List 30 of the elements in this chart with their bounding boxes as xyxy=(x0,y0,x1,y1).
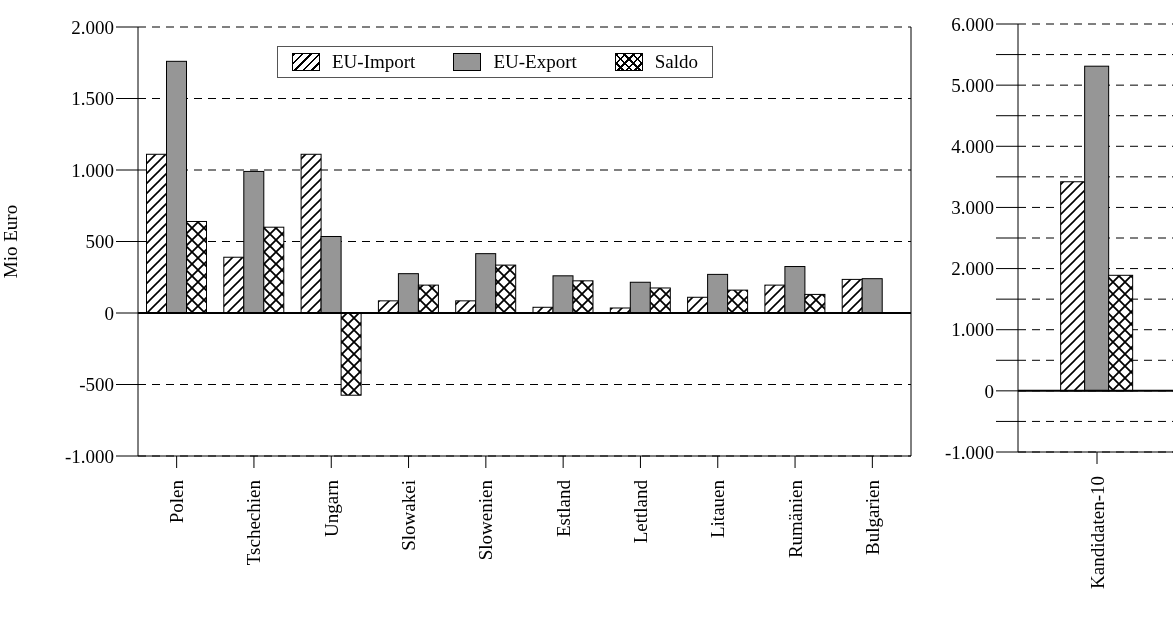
y-tick-label: -1.000 xyxy=(64,445,114,467)
legend-label: EU-Export xyxy=(493,51,577,73)
y-axis-title: Mio Euro xyxy=(0,204,21,279)
legend-label: EU-Import xyxy=(332,51,416,73)
x-tick-label: Litauen xyxy=(707,479,729,539)
y-tick-label: 1.000 xyxy=(951,319,994,341)
y-tick-label: 6.000 xyxy=(951,13,994,35)
legend-label: Saldo xyxy=(654,51,699,73)
x-tick-label: Slowakei xyxy=(398,480,420,551)
y-tick-label: -1.000 xyxy=(944,441,994,463)
y-tick-label: 3.000 xyxy=(951,197,994,219)
x-tick-label: Kandidaten-10 xyxy=(1086,476,1108,589)
x-tick-label: Rumänien xyxy=(784,479,806,559)
y-tick-label: 4.000 xyxy=(951,136,994,158)
y-tick-label: 1.500 xyxy=(71,88,114,110)
x-tick-label: Ungarn xyxy=(320,479,342,537)
y-tick-label: 500 xyxy=(85,231,114,253)
x-tick-label: Polen xyxy=(166,479,188,524)
x-tick-label: Bulgarien xyxy=(861,479,883,555)
x-tick-label: Estland xyxy=(552,479,574,537)
x-tick-label: Slowenien xyxy=(475,479,497,561)
y-tick-label: 1.000 xyxy=(71,159,114,181)
y-tick-label: 0 xyxy=(984,380,994,402)
y-tick-label: 5.000 xyxy=(951,74,994,96)
x-tick-label: Tschechien xyxy=(243,479,265,566)
y-tick-label: 2.000 xyxy=(71,16,114,38)
y-tick-label: -500 xyxy=(79,374,114,396)
y-tick-label: 0 xyxy=(104,302,114,324)
y-tick-label: 2.000 xyxy=(951,258,994,280)
x-tick-label: Lettland xyxy=(629,479,651,544)
